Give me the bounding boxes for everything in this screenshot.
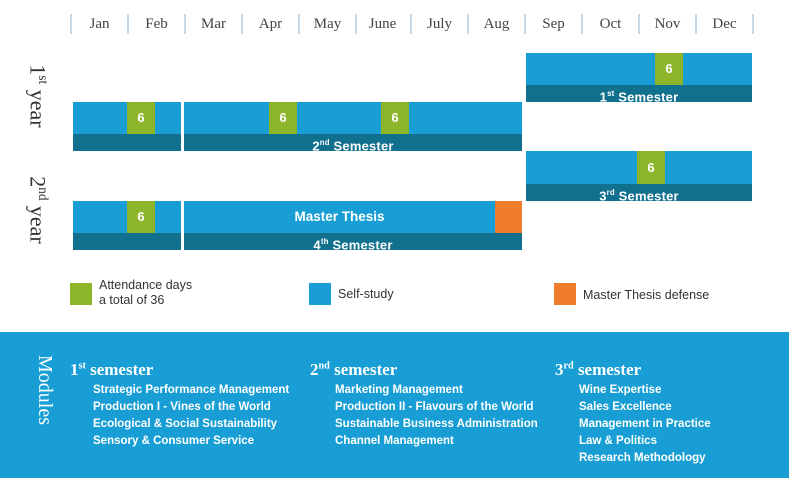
month-divider (70, 14, 72, 34)
legend-self-study-swatch (309, 283, 331, 305)
module-item: Strategic Performance Management (93, 384, 290, 396)
module-item: Ecological & Social Sustainability (93, 418, 278, 430)
module-item: Marketing Management (335, 384, 463, 396)
month-divider (695, 14, 697, 34)
module-item: Channel Management (335, 435, 454, 447)
month-may: May (313, 16, 342, 32)
semester-band (73, 134, 181, 151)
modules-col1-heading: 1st semester (70, 360, 154, 379)
month-divider (524, 14, 526, 34)
master-thesis-bar (184, 201, 522, 233)
month-nov: Nov (654, 16, 681, 32)
modules-col3-heading: 3rd semester (555, 360, 642, 379)
module-item: Sales Excellence (579, 401, 672, 413)
month-divider (638, 14, 640, 34)
year-label-first: 1st year (25, 64, 51, 128)
legend-defense-swatch (554, 283, 576, 305)
month-oct: Oct (599, 16, 622, 32)
modules-col2-heading: 2nd semester (310, 360, 398, 379)
module-item: Sustainable Business Administration (335, 418, 538, 430)
attendance-block: 6 (127, 201, 155, 233)
year-label-second: 2nd year (25, 176, 51, 244)
attendance-block: 6 (637, 151, 665, 184)
legend-defense-label: Master Thesis defense (583, 288, 710, 302)
month-divider (581, 14, 583, 34)
month-divider (127, 14, 129, 34)
semester-3-label: 3rd Semester (526, 184, 752, 203)
month-mar: Mar (201, 16, 226, 32)
module-item: Wine Expertise (579, 384, 662, 396)
semester-1-label: 1st Semester (526, 85, 752, 104)
module-item: Sensory & Consumer Service (93, 435, 255, 447)
legend-attendance-label: Attendance days a total of 36 (99, 278, 193, 307)
attendance-block: 6 (381, 102, 409, 134)
attendance-block: 6 (655, 53, 683, 85)
modules-panel: Modules 1st semester Strategic Performan… (0, 332, 789, 478)
module-item: Production I - Vines of the World (93, 401, 271, 413)
module-item: Research Methodology (579, 452, 706, 464)
month-feb: Feb (145, 16, 168, 32)
month-divider (355, 14, 357, 34)
month-divider (410, 14, 412, 34)
month-june: June (368, 16, 397, 32)
master-thesis-label: Master Thesis (294, 209, 385, 224)
modules-title: Modules (34, 355, 56, 425)
self-study-bar (526, 53, 752, 85)
month-dec: Dec (712, 16, 737, 32)
month-aug: Aug (483, 16, 510, 32)
month-sep: Sep (542, 16, 565, 32)
month-divider (184, 14, 186, 34)
month-divider (467, 14, 469, 34)
legend-attendance-swatch (70, 283, 92, 305)
module-item: Law & Politics (579, 435, 657, 447)
semester-4-label: 4th Semester (184, 233, 522, 252)
month-divider (752, 14, 754, 34)
legend-self-study-label: Self-study (338, 287, 394, 301)
self-study-bar (184, 102, 522, 134)
semester-band (73, 233, 181, 250)
module-item: Production II - Flavours of the World (335, 401, 534, 413)
month-jan: Jan (89, 16, 110, 32)
attendance-block: 6 (269, 102, 297, 134)
month-divider (241, 14, 243, 34)
month-apr: Apr (258, 16, 283, 32)
attendance-block: 6 (127, 102, 155, 134)
thesis-defense-block (495, 201, 522, 233)
module-item: Management in Practice (579, 418, 711, 430)
month-july: July (426, 16, 452, 32)
semester-2-label: 2nd Semester (184, 134, 522, 153)
month-divider (298, 14, 300, 34)
